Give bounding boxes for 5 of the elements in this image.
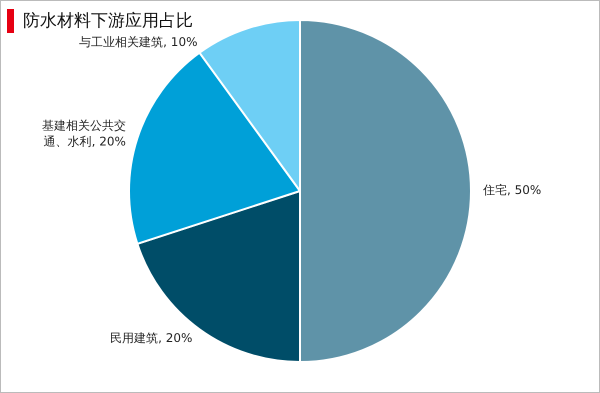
slice-label: 与工业相关建筑, 10%: [79, 34, 198, 49]
slice-label: 基建相关公共交通、水利, 20%: [42, 118, 126, 149]
chart-title: 防水材料下游应用占比: [23, 10, 193, 32]
slice-label: 住宅, 50%: [482, 183, 542, 198]
slice-label: 民用建筑, 20%: [110, 331, 192, 346]
